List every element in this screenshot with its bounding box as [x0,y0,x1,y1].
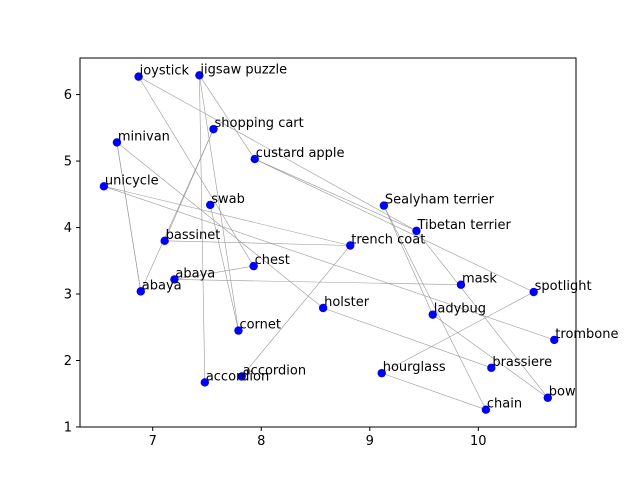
scatter-point [112,138,122,147]
edge-line [383,205,487,410]
y-tick-label: 6 [64,88,72,103]
point-label: accordion [243,363,306,378]
point-label: mask [462,272,497,287]
x-axis-ticks: 7 8 9 10 [149,427,487,449]
edge-line [116,142,324,309]
point-label: accordion [206,369,269,384]
edge-line [381,291,534,374]
point-label: unicycle [105,173,159,188]
point-label: trombone [555,327,618,342]
scatter-point [160,236,169,246]
point-label: bow [549,385,576,400]
edges-layer [103,75,555,410]
point-label: hourglass [383,360,446,375]
point-label: joystick [139,64,190,79]
scatter-point [136,287,145,296]
edge-line [140,129,214,292]
point-label: abaya [175,266,215,281]
point-label: abaya [142,278,182,293]
scatter-point [195,71,204,80]
labels-layer: joystick jigsaw puzzle shopping cart miniva… [105,62,619,411]
point-label: swab [211,192,245,207]
point-label: shopping cart [214,116,303,131]
edge-line [164,240,351,246]
scatter-point [487,363,496,373]
point-label: cornet [239,318,281,333]
scatter-point [234,326,243,335]
points-layer [99,71,559,414]
scatter-point [99,182,109,191]
point-label: jigsaw puzzle [199,62,287,77]
edge-line [116,142,142,292]
edge-line [174,279,461,286]
scatter-point [250,154,259,164]
edge-line [174,265,254,280]
point-label: minivan [118,129,170,144]
edge-line [199,75,239,331]
scatter-point [206,200,215,210]
edge-line [432,314,548,398]
scatter-point [377,368,386,378]
scatter-point [481,405,491,414]
scatter-point [346,241,355,250]
y-tick-label: 1 [64,421,72,436]
edge-line [323,307,492,369]
scatter-point [412,226,421,236]
scatter-point [550,335,559,345]
scatter-point [249,261,258,271]
y-tick-label: 3 [64,288,72,303]
edge-line [383,205,434,315]
point-label: trench coat [351,232,425,247]
scatter-point [209,124,218,134]
edge-line [241,245,351,377]
y-tick-label: 4 [64,221,72,236]
point-label: chest [255,253,290,268]
edge-line [199,75,255,160]
scatter-point [379,201,389,210]
scatter-point [428,310,437,319]
edge-line [254,158,417,232]
point-label: bassinet [166,228,221,243]
plot-frame [79,57,577,428]
x-tick-label: 10 [470,434,487,449]
y-axis-ticks: 1 2 3 4 5 6 [64,88,80,436]
point-label: custard apple [256,146,345,161]
point-label: holster [324,295,370,310]
scatter-point [170,275,179,284]
edge-line [254,158,534,293]
edge-line [138,76,254,267]
scatter-point [529,287,538,297]
edge-line [416,230,549,398]
scatter-point [134,72,143,81]
x-tick-label: 7 [149,434,157,449]
point-label: brassiere [492,355,552,370]
point-label: ladybug [434,302,486,317]
scatter-point [543,393,552,402]
y-tick-label: 5 [64,155,72,170]
scatter-point [237,372,246,381]
point-label: chain [487,397,522,412]
edge-line [209,204,239,331]
edge-line [103,186,351,246]
y-tick-label: 2 [64,354,72,369]
scatter-point [456,280,466,289]
edge-line [103,186,555,341]
edge-line [199,75,206,383]
x-tick-label: 9 [366,434,374,449]
edge-line [138,76,417,232]
point-label: Tibetan terrier [416,218,511,233]
edge-line [381,372,487,410]
point-label: spotlight [535,279,592,294]
x-tick-label: 8 [257,434,265,449]
scatter-point [200,378,210,387]
scatter-point [318,303,328,313]
point-label: Sealyham terrier [385,193,495,208]
